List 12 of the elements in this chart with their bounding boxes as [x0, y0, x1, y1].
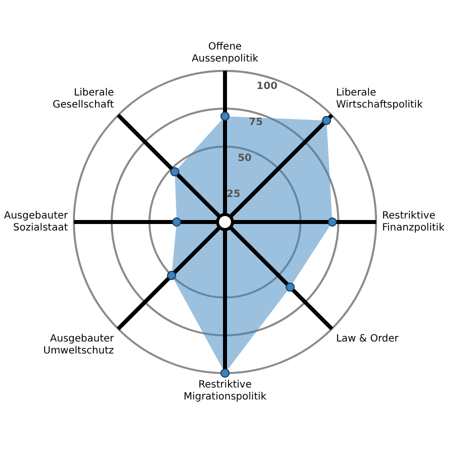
- spoke-label: Offene Aussenpolitik: [192, 41, 259, 64]
- spoke-label: Ausgebauter Umweltschutz: [43, 334, 115, 357]
- y-tick-label: 25: [226, 189, 240, 200]
- spoke-label: Restriktive Migrationspolitik: [184, 380, 267, 403]
- y-tick-label: 100: [256, 80, 278, 92]
- spoke-label: Restriktive Finanzpolitik: [382, 210, 445, 234]
- spoke-label: Liberale Gesellschaft: [52, 88, 114, 110]
- spoke-label: Law & Order: [336, 334, 400, 345]
- spoke-label: Ausgebauter Sozialstaat: [4, 210, 69, 234]
- spoke-label: Liberale Wirtschaftspolitik: [336, 88, 423, 110]
- y-tick-label: 75: [248, 116, 263, 128]
- y-tick-label: 50: [238, 153, 252, 164]
